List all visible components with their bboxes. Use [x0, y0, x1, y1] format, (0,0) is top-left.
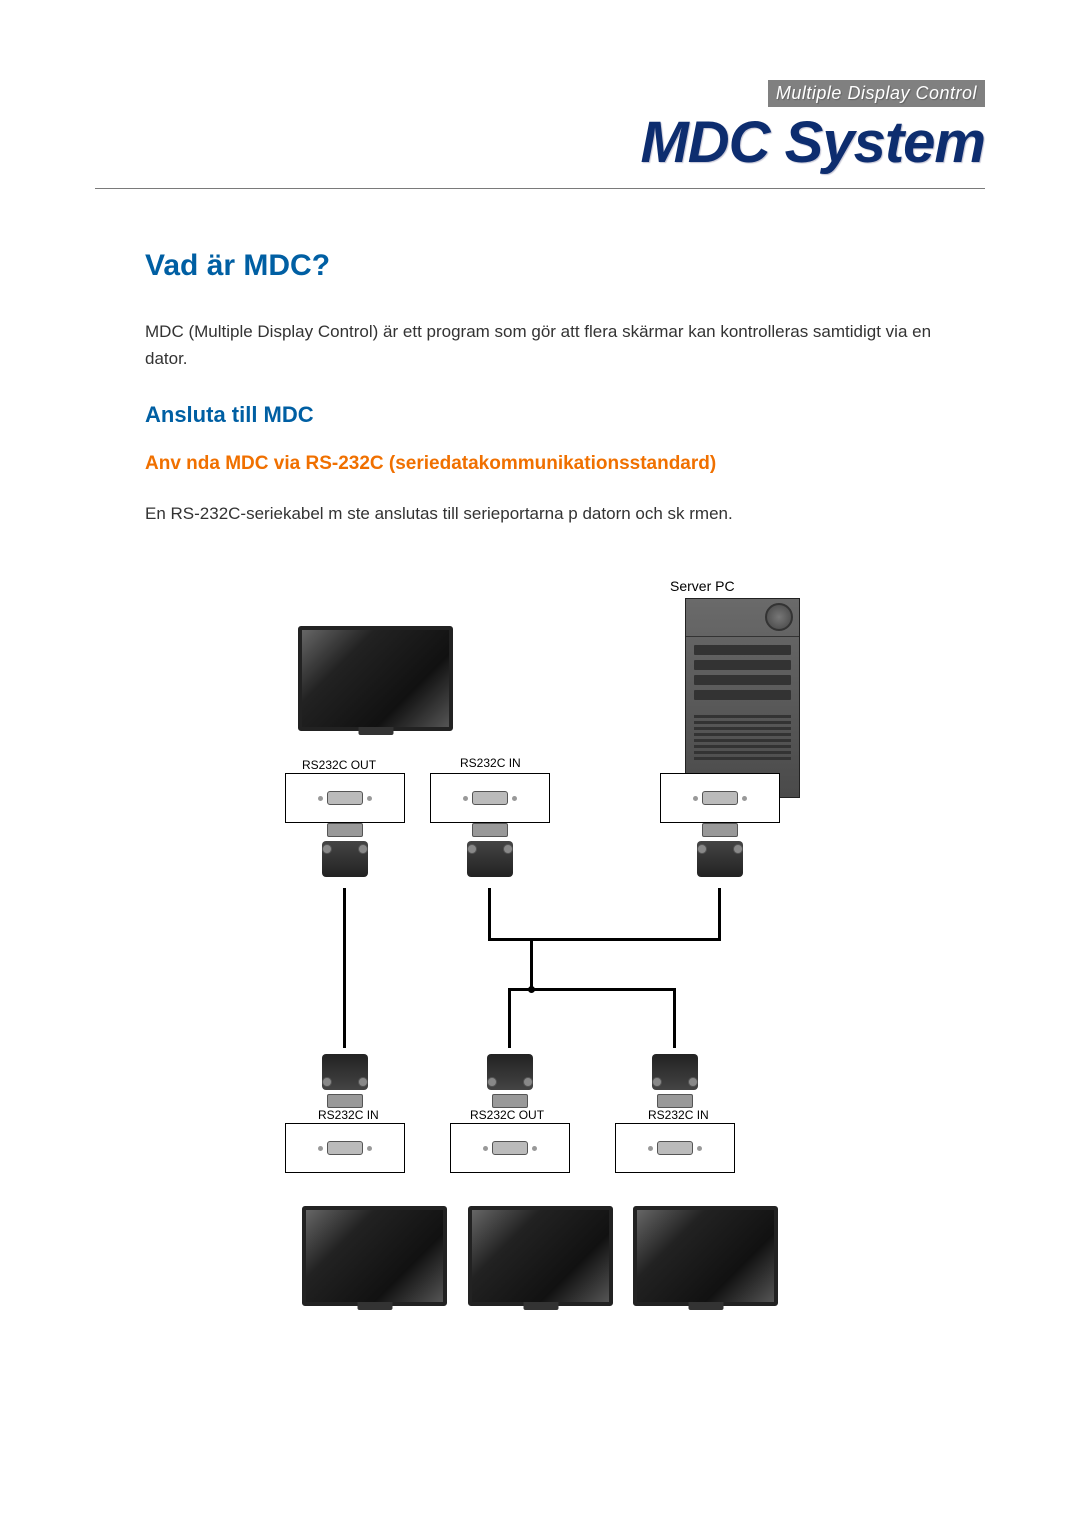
header-title: MDC System: [640, 110, 985, 175]
port-label: RS232C IN: [648, 1108, 709, 1122]
port-label: RS232C OUT: [470, 1108, 544, 1122]
sub-heading: Ansluta till MDC: [145, 402, 935, 428]
rs232-connector-icon: [695, 823, 745, 883]
monitor-icon: [298, 626, 453, 731]
main-heading: Vad är MDC?: [145, 249, 935, 283]
port-box: [285, 1123, 405, 1173]
section-heading: Anv nda MDC via RS-232C (seriedatakommun…: [145, 453, 935, 475]
rs232-connector-icon: [485, 1048, 535, 1108]
rs232-connector-icon: [465, 823, 515, 883]
header-subtitle: Multiple Display Control: [768, 80, 985, 107]
server-pc-icon: [685, 598, 800, 798]
page-header: Multiple Display Control MDC System: [95, 80, 985, 189]
port-box: [450, 1123, 570, 1173]
port-label: RS232C IN: [318, 1108, 379, 1122]
server-pc-label: Server PC: [670, 578, 735, 594]
content-area: Vad är MDC? MDC (Multiple Display Contro…: [95, 249, 985, 1338]
cable-line: [488, 938, 721, 941]
monitor-icon: [468, 1206, 613, 1306]
port-box: [615, 1123, 735, 1173]
port-label: RS232C IN: [460, 756, 521, 770]
rs232-connector-icon: [320, 823, 370, 883]
cable-line: [488, 888, 491, 938]
port-box: [660, 773, 780, 823]
port-box: [430, 773, 550, 823]
port-label: RS232C OUT: [302, 758, 376, 772]
rs232-connector-icon: [650, 1048, 700, 1108]
cable-line: [528, 986, 535, 993]
rs232-connector-icon: [320, 1048, 370, 1108]
cable-line: [508, 988, 511, 1048]
cable-line: [718, 888, 721, 938]
intro-paragraph: MDC (Multiple Display Control) är ett pr…: [145, 318, 935, 372]
cable-line: [530, 938, 533, 988]
connection-diagram: Server PC RS232C OUT RS232C IN RS232C IN RS…: [240, 578, 840, 1338]
cable-line: [343, 888, 346, 1048]
monitor-icon: [633, 1206, 778, 1306]
cable-line: [673, 988, 676, 1048]
body-paragraph: En RS-232C-seriekabel m ste anslutas til…: [145, 500, 935, 527]
monitor-icon: [302, 1206, 447, 1306]
port-box: [285, 773, 405, 823]
